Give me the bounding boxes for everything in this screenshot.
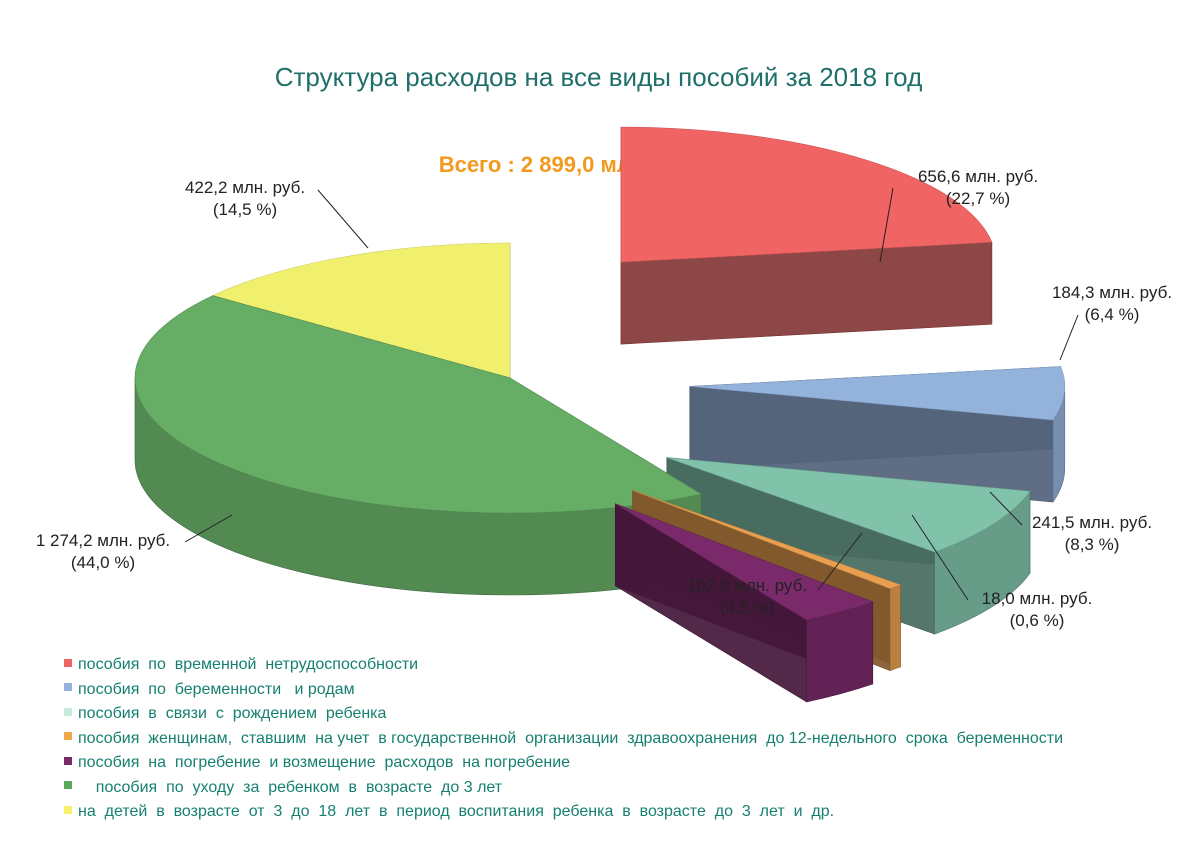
legend-label: на детей в возрасте от 3 до 18 лет в пер… xyxy=(78,803,835,820)
legend-label: пособия женщинам, ставшим на учет в госу… xyxy=(78,729,1064,747)
slice-top xyxy=(620,126,993,263)
data-label: 18,0 млн. руб. (0,6 %) xyxy=(957,588,1117,632)
leader-line xyxy=(184,514,233,543)
data-label: 102,2 млн. руб. (3,5 %) xyxy=(667,575,827,619)
legend-item: пособия в связи с рождением ребенка xyxy=(64,705,1063,730)
data-label-percent: (44,0 %) xyxy=(70,553,136,572)
slice-top xyxy=(615,503,874,621)
data-label: 1 274,2 млн. руб. (44,0 %) xyxy=(23,530,183,574)
pie-slice xyxy=(620,126,993,345)
legend-swatch xyxy=(64,756,72,765)
leader-line xyxy=(879,187,894,263)
legend-swatch xyxy=(64,805,72,814)
slice-top xyxy=(666,457,1031,553)
legend-swatch xyxy=(64,732,72,741)
legend-label: пособия по беременности и родам xyxy=(78,680,355,698)
data-label-percent: (22,7 %) xyxy=(945,189,1011,208)
chart-title: Структура расходов на все виды пособий з… xyxy=(274,62,923,92)
legend-swatch xyxy=(64,658,72,667)
legend-swatch xyxy=(64,683,72,692)
slice-top xyxy=(134,295,703,514)
legend-item: на детей в возрасте от 3 до 18 лет в пер… xyxy=(64,803,1063,828)
legend-item: пособия по беременности и родам xyxy=(64,681,1063,706)
data-label: 241,5 млн. руб. (8,3 %) xyxy=(1012,512,1172,556)
data-label-percent: (8,3 %) xyxy=(1064,535,1120,554)
slice-top xyxy=(632,490,902,589)
data-label-percent: (3,5 %) xyxy=(719,598,775,617)
leader-line xyxy=(989,491,1023,526)
leader-line xyxy=(1059,314,1079,361)
legend-item: пособия по временной нетрудоспособности xyxy=(64,656,1063,681)
legend-label: пособия на погребение и возмещение расхо… xyxy=(78,754,571,771)
data-label-value: 1 274,2 млн. руб. xyxy=(35,531,171,550)
legend: пособия по временной нетрудоспособности п… xyxy=(64,656,1063,828)
leader-line xyxy=(317,189,369,249)
legend-swatch xyxy=(64,707,72,716)
data-label-percent: (14,5 %) xyxy=(212,200,278,219)
leader-line xyxy=(911,514,969,601)
data-label-value: 656,6 млн. руб. xyxy=(917,167,1039,186)
data-label: 422,2 млн. руб. (14,5 %) xyxy=(165,177,325,221)
slice-top xyxy=(211,242,511,379)
data-label-percent: (6,4 %) xyxy=(1084,305,1140,324)
legend-label: пособия по уходу за ребенком в возрасте … xyxy=(78,778,503,796)
legend-item: пособия по уходу за ребенком в возрасте … xyxy=(64,779,1063,804)
legend-label: пособия в связи с рождением ребенка xyxy=(78,705,387,722)
pie-slice xyxy=(615,503,874,703)
data-label: 656,6 млн. руб. (22,7 %) xyxy=(898,166,1058,210)
legend-swatch xyxy=(64,781,72,790)
leader-line xyxy=(817,532,863,591)
slice-top xyxy=(689,366,1066,421)
data-label-value: 241,5 млн. руб. xyxy=(1031,513,1153,532)
legend-item: пособия на погребение и возмещение расхо… xyxy=(64,754,1063,779)
data-label: 184,3 млн. руб. (6,4 %) xyxy=(1032,282,1192,326)
data-label-value: 18,0 млн. руб. xyxy=(981,589,1093,608)
legend-label: пособия по временной нетрудоспособности xyxy=(78,656,419,673)
data-label-value: 422,2 млн. руб. xyxy=(184,178,306,197)
data-label-percent: (0,6 %) xyxy=(1009,611,1065,630)
legend-item: пособия женщинам, ставшим на учет в госу… xyxy=(64,730,1063,755)
data-label-value: 102,2 млн. руб. xyxy=(686,576,808,595)
data-label-value: 184,3 млн. руб. xyxy=(1051,283,1173,302)
